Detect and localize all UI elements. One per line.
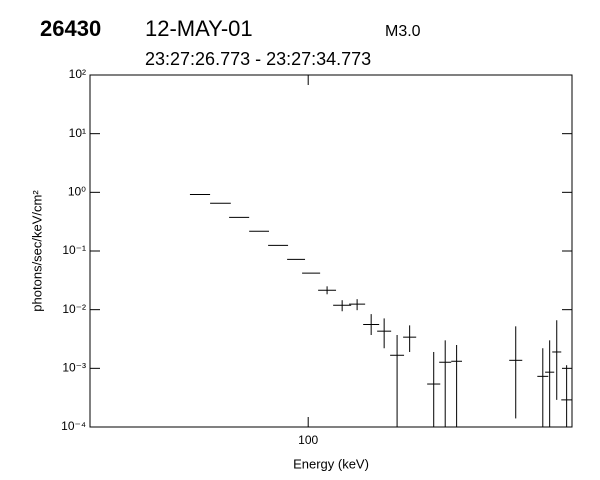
subtitle: 23:27:26.773 - 23:27:34.773 — [145, 49, 371, 69]
x-axis-label: Energy (keV) — [293, 456, 369, 471]
y-tick-label: 10⁻² — [62, 302, 86, 316]
y-tick-label: 10⁻³ — [62, 361, 86, 375]
y-tick-label: 10⁻⁴ — [61, 419, 86, 433]
y-tick-label: 10² — [69, 67, 86, 81]
x-tick-label: 100 — [298, 433, 318, 447]
y-axis-label: photons/sec/keV/cm² — [29, 190, 44, 312]
y-tick-label: 10⁻¹ — [62, 243, 86, 257]
y-tick-label: 10¹ — [69, 126, 86, 140]
chart-title: 26430 — [40, 16, 101, 41]
flare-class: M3.0 — [385, 23, 421, 40]
date: 12-MAY-01 — [145, 16, 253, 41]
y-tick-label: 10⁰ — [68, 185, 86, 199]
